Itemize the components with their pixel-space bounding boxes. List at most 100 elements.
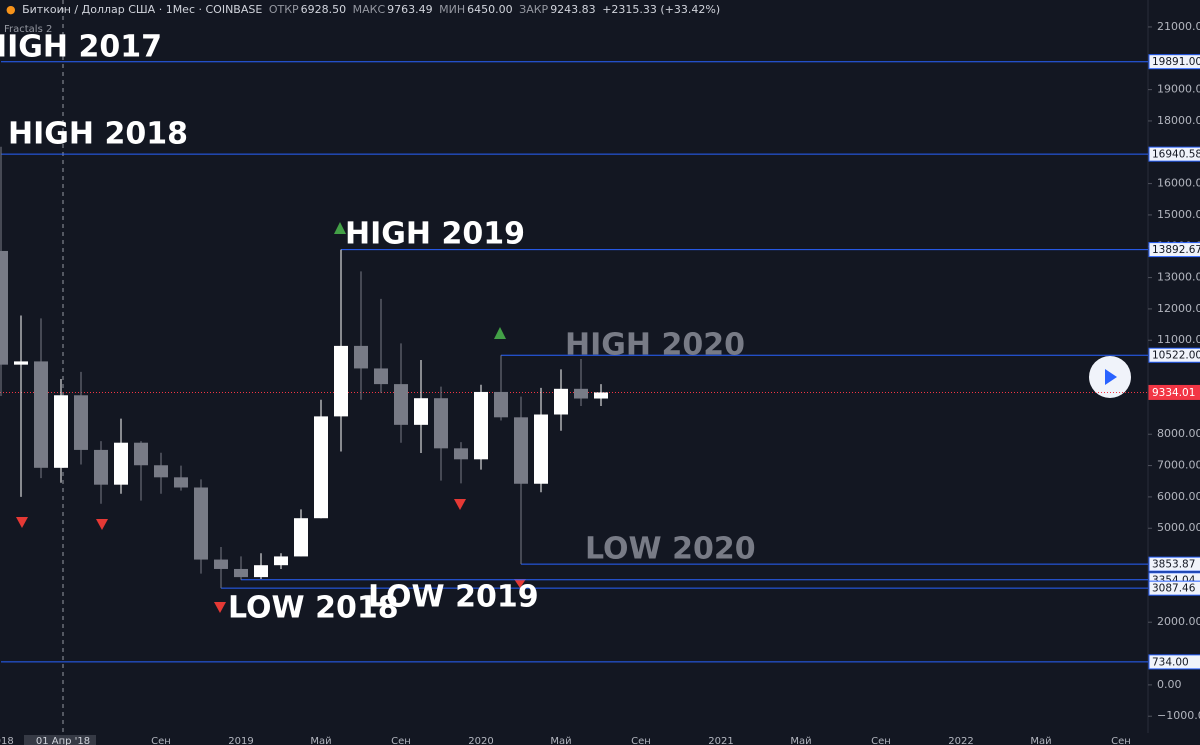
x-tick-label: Сен — [1111, 736, 1131, 745]
price-label-box — [1148, 580, 1200, 596]
candle-body — [494, 391, 508, 418]
close: 9243.83 — [550, 3, 596, 16]
close-key: ЗАКР — [519, 3, 549, 16]
candle-body — [254, 565, 268, 578]
candle-body — [594, 392, 608, 399]
candle-body — [374, 368, 388, 385]
y-tick-label: 2000.00 — [1157, 615, 1200, 628]
fractal-down — [454, 499, 466, 510]
coin-icon: ● — [6, 3, 16, 16]
fractal-up — [494, 327, 506, 339]
price-label: 734.00 — [1152, 656, 1189, 668]
level-labels: 19891.00 16940.58 13892.67 10522.00 3853.87 3… — [1148, 54, 1200, 670]
x-tick-label: Май — [550, 736, 571, 745]
candle-body — [514, 417, 528, 484]
annotation: HIGH 2020 — [565, 328, 745, 363]
annotations: HIGH 2017 HIGH 2018 HIGH 2019 HIGH 2020 LOW … — [0, 30, 756, 626]
y-tick-label: 15000.00 — [1157, 208, 1200, 221]
price-label-box — [1148, 242, 1200, 258]
open: 6928.50 — [300, 3, 347, 16]
price-label-box — [1148, 54, 1200, 70]
play-button[interactable] — [1089, 356, 1131, 398]
change: +2315.33 (+33.42%) — [602, 3, 721, 16]
x-tick-label: Сен — [391, 736, 411, 745]
x-tick-label: 2019 — [228, 736, 253, 745]
indicator-label: Fractals 2 — [4, 24, 53, 35]
x-tick-label: Сен — [631, 736, 651, 745]
x-tick-label: 2020 — [468, 736, 493, 745]
symbol: Биткоин / Доллар США · 1Мес · COINBASE — [22, 3, 263, 16]
legend-header: ● Биткоин / Доллар США · 1Мес · COINBASE… — [6, 3, 723, 16]
x-tick-label: 2022 — [948, 736, 973, 745]
fractal-down — [214, 602, 226, 613]
candle-body — [14, 361, 28, 365]
x-tick-label: Май — [1030, 736, 1051, 745]
annotation: HIGH 2017 — [0, 30, 162, 65]
y-tick-label: 16000.00 — [1157, 177, 1200, 190]
candle-body — [94, 449, 108, 485]
candle-body — [354, 345, 368, 369]
y-tick-label: −1000.00 — [1157, 709, 1200, 722]
y-tick-label: 13000.00 — [1157, 271, 1200, 284]
fractal-down — [16, 517, 28, 528]
annotation: HIGH 2018 — [8, 117, 188, 152]
y-tick-label: 18000.00 — [1157, 114, 1200, 127]
y-tick-label: 6000.00 — [1157, 490, 1200, 503]
annotation: HIGH 2019 — [345, 217, 525, 252]
price-label: 13892.67 — [1152, 244, 1200, 256]
candle-body — [274, 556, 288, 566]
candle-body — [54, 395, 68, 468]
y-tick-label: 12000.00 — [1157, 302, 1200, 315]
high-key: МАКС — [352, 3, 386, 16]
candle-body — [194, 487, 208, 560]
fractal-up — [334, 222, 346, 234]
fractals — [16, 222, 526, 613]
price-label: 10522.00 — [1152, 350, 1200, 362]
y-tick-label: 21000.00 — [1157, 20, 1200, 33]
candle-body — [114, 442, 128, 485]
y-tick-label: 8000.00 — [1157, 427, 1200, 440]
price-axis — [1148, 0, 1200, 745]
price-label: 3087.46 — [1152, 583, 1196, 595]
candle-body — [474, 391, 488, 460]
price-label-box — [1148, 146, 1200, 162]
low-key: МИН — [439, 3, 466, 16]
candle-body — [214, 559, 228, 569]
candle-body — [154, 465, 168, 478]
candle-body — [34, 361, 48, 468]
candle-body — [134, 442, 148, 466]
x-tick-label: 2018 — [0, 736, 14, 745]
y-tick-label: 19000.00 — [1157, 83, 1200, 96]
candle-body — [174, 477, 188, 488]
candles — [0, 146, 608, 589]
y-tick-label: 11000.00 — [1157, 333, 1200, 346]
play-icon[interactable] — [1105, 369, 1117, 385]
price-label-box — [1148, 654, 1200, 670]
candle-body — [574, 388, 588, 399]
price-label: 3853.87 — [1152, 559, 1195, 571]
candle-body — [74, 395, 88, 450]
annotation: LOW 2018 — [228, 591, 399, 626]
candle-body — [454, 448, 468, 460]
x-tick-label: Май — [310, 736, 331, 745]
x-tick-label: Сен — [871, 736, 891, 745]
candle-body — [314, 416, 328, 519]
candle-body — [334, 345, 348, 417]
x-axis: 2018 Сен 2019 Май Сен 2020 Май Сен 2021 Май Сен 202… — [0, 733, 1200, 745]
price-label: 19891.00 — [1152, 56, 1200, 68]
open-key: ОТКР — [268, 3, 299, 16]
price-label: 16940.58 — [1152, 149, 1200, 161]
candle-body — [0, 250, 8, 365]
annotation: LOW 2019 — [368, 580, 539, 615]
candle-body — [414, 398, 428, 425]
candle-body — [294, 518, 308, 557]
fractal-down — [514, 579, 526, 588]
candle-body — [394, 384, 408, 425]
crosshair-label: 01 Апр '18 — [36, 736, 90, 745]
candle-body — [234, 568, 248, 578]
price-label-box — [1148, 384, 1200, 400]
y-tick-label: 0.00 — [1157, 678, 1182, 691]
candle-body — [534, 414, 548, 484]
